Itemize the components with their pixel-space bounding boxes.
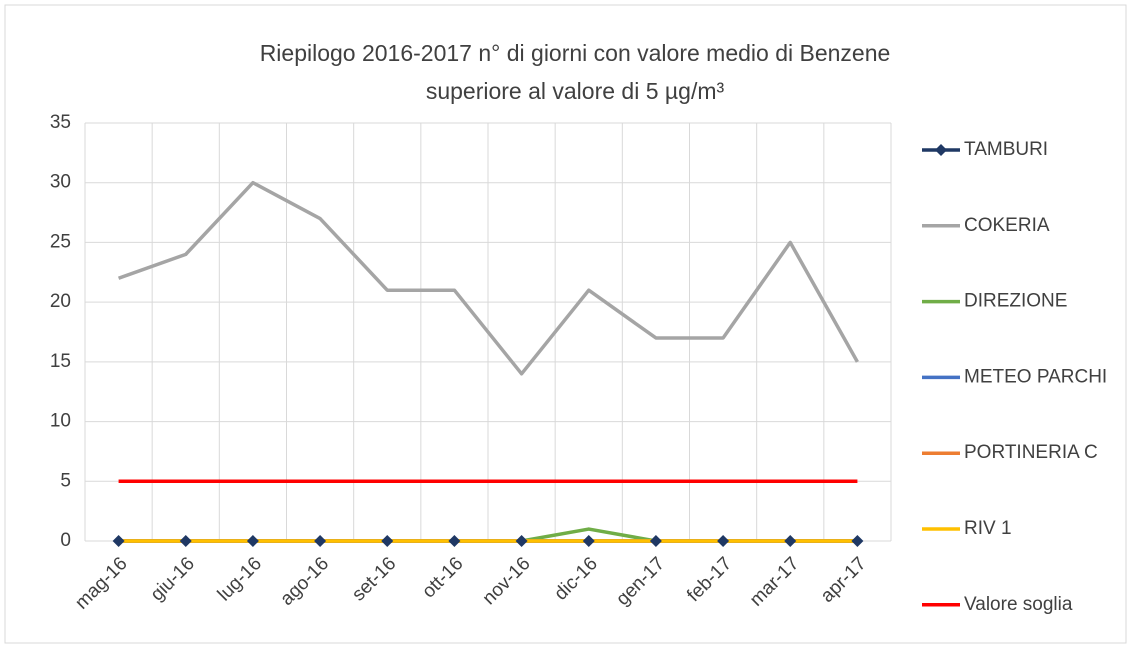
legend-marker <box>935 144 947 156</box>
y-tick-label: 35 <box>50 112 71 133</box>
series-marker <box>448 535 461 547</box>
y-tick-label: 5 <box>60 470 71 491</box>
series-marker <box>784 535 797 547</box>
series-marker <box>112 535 125 547</box>
series-marker <box>582 535 595 547</box>
series-marker <box>381 535 394 547</box>
y-tick-label: 30 <box>50 172 71 193</box>
y-tick-label: 10 <box>50 411 71 432</box>
chart-border <box>4 4 1127 644</box>
series-marker <box>717 535 730 547</box>
y-tick-label: 20 <box>50 291 71 312</box>
y-tick-label: 25 <box>50 231 71 252</box>
chart-title: Riepilogo 2016-2017 n° di giorni con val… <box>260 40 891 66</box>
legend-label: PORTINERIA C <box>964 442 1098 463</box>
series-marker <box>649 535 662 547</box>
legend-label: DIREZIONE <box>964 291 1067 312</box>
y-tick-label: 15 <box>50 351 71 372</box>
legend-label: RIV 1 <box>964 518 1012 539</box>
series-marker <box>314 535 327 547</box>
legend-label: Valore soglia <box>964 594 1073 615</box>
legend-label: COKERIA <box>964 215 1050 236</box>
legend-label: METEO PARCHI <box>964 366 1107 387</box>
series-marker <box>179 535 192 547</box>
y-tick-label: 0 <box>60 530 71 551</box>
series-marker <box>851 535 864 547</box>
series-marker <box>515 535 528 547</box>
legend-label: TAMBURI <box>964 139 1048 160</box>
series-marker <box>246 535 259 547</box>
series-line <box>117 180 859 376</box>
chart-subtitle: superiore al valore di 5 µg/m³ <box>426 78 725 104</box>
